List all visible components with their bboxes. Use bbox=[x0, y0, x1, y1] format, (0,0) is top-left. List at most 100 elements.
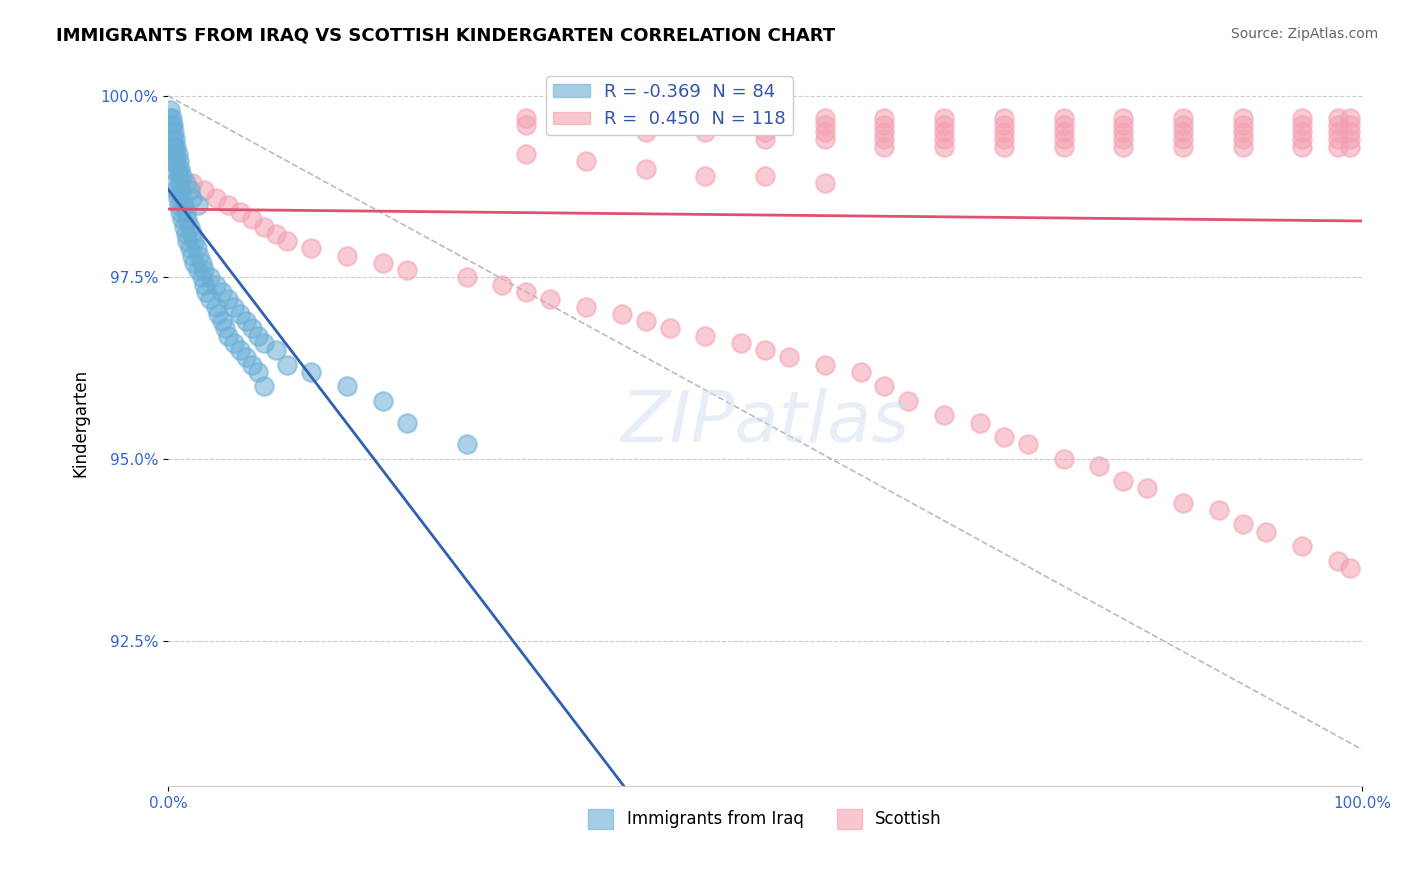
Point bbox=[166, 161, 188, 176]
Point bbox=[162, 154, 184, 169]
Point bbox=[183, 234, 205, 248]
Point bbox=[1052, 132, 1074, 146]
Point bbox=[235, 314, 257, 328]
Point bbox=[173, 219, 195, 234]
Point bbox=[1052, 140, 1074, 154]
Point bbox=[252, 219, 274, 234]
Point bbox=[634, 314, 657, 328]
Point bbox=[166, 190, 188, 204]
Point bbox=[1232, 125, 1254, 139]
Point bbox=[188, 249, 211, 263]
Point bbox=[181, 227, 204, 241]
Point bbox=[214, 321, 236, 335]
Point bbox=[456, 437, 478, 451]
Point bbox=[515, 111, 537, 125]
Point bbox=[814, 176, 837, 190]
Point bbox=[165, 140, 187, 154]
Point bbox=[240, 358, 263, 372]
Point bbox=[1339, 561, 1361, 575]
Point bbox=[235, 351, 257, 365]
Point bbox=[187, 263, 209, 277]
Point bbox=[634, 125, 657, 139]
Point bbox=[1291, 125, 1313, 139]
Point bbox=[246, 328, 269, 343]
Point bbox=[1171, 132, 1194, 146]
Point bbox=[160, 140, 183, 154]
Point bbox=[165, 132, 187, 146]
Point bbox=[969, 416, 991, 430]
Point bbox=[160, 118, 183, 132]
Point bbox=[1112, 125, 1135, 139]
Point bbox=[179, 241, 201, 255]
Point bbox=[172, 190, 194, 204]
Point bbox=[252, 335, 274, 350]
Point bbox=[515, 118, 537, 132]
Point bbox=[1339, 125, 1361, 139]
Point bbox=[575, 111, 598, 125]
Point bbox=[172, 169, 194, 183]
Point bbox=[174, 176, 197, 190]
Point bbox=[1232, 118, 1254, 132]
Point bbox=[190, 256, 212, 270]
Point bbox=[205, 190, 228, 204]
Point bbox=[217, 328, 239, 343]
Point bbox=[754, 169, 776, 183]
Point bbox=[658, 321, 681, 335]
Point bbox=[211, 285, 233, 299]
Point bbox=[264, 343, 287, 357]
Point bbox=[754, 132, 776, 146]
Point bbox=[1291, 132, 1313, 146]
Point bbox=[217, 198, 239, 212]
Point bbox=[162, 118, 184, 132]
Point bbox=[1339, 111, 1361, 125]
Point bbox=[1112, 140, 1135, 154]
Point bbox=[575, 300, 598, 314]
Point bbox=[634, 111, 657, 125]
Point bbox=[264, 227, 287, 241]
Point bbox=[814, 132, 837, 146]
Point bbox=[1327, 125, 1350, 139]
Point bbox=[515, 147, 537, 161]
Point bbox=[1171, 125, 1194, 139]
Point bbox=[167, 198, 190, 212]
Point bbox=[754, 111, 776, 125]
Point bbox=[193, 183, 215, 197]
Point bbox=[1052, 452, 1074, 467]
Point bbox=[395, 416, 418, 430]
Point bbox=[993, 111, 1015, 125]
Point bbox=[754, 118, 776, 132]
Point bbox=[173, 198, 195, 212]
Point bbox=[1088, 459, 1111, 474]
Point bbox=[198, 292, 221, 306]
Point bbox=[172, 212, 194, 227]
Point bbox=[176, 234, 198, 248]
Point bbox=[575, 154, 598, 169]
Point bbox=[993, 140, 1015, 154]
Point bbox=[395, 263, 418, 277]
Point bbox=[491, 277, 513, 292]
Point bbox=[299, 241, 322, 255]
Point bbox=[538, 292, 561, 306]
Point bbox=[159, 125, 181, 139]
Point bbox=[1327, 140, 1350, 154]
Point bbox=[814, 358, 837, 372]
Point bbox=[163, 161, 186, 176]
Point bbox=[873, 132, 896, 146]
Point bbox=[160, 111, 183, 125]
Point bbox=[176, 212, 198, 227]
Point bbox=[205, 300, 228, 314]
Point bbox=[336, 249, 359, 263]
Point bbox=[1112, 111, 1135, 125]
Text: Source: ZipAtlas.com: Source: ZipAtlas.com bbox=[1230, 27, 1378, 41]
Point bbox=[1327, 132, 1350, 146]
Point bbox=[198, 270, 221, 285]
Point bbox=[456, 270, 478, 285]
Text: IMMIGRANTS FROM IRAQ VS SCOTTISH KINDERGARTEN CORRELATION CHART: IMMIGRANTS FROM IRAQ VS SCOTTISH KINDERG… bbox=[56, 27, 835, 45]
Point bbox=[167, 169, 190, 183]
Point bbox=[174, 227, 197, 241]
Point bbox=[754, 343, 776, 357]
Point bbox=[165, 183, 187, 197]
Point bbox=[873, 379, 896, 393]
Point bbox=[165, 176, 187, 190]
Point bbox=[240, 321, 263, 335]
